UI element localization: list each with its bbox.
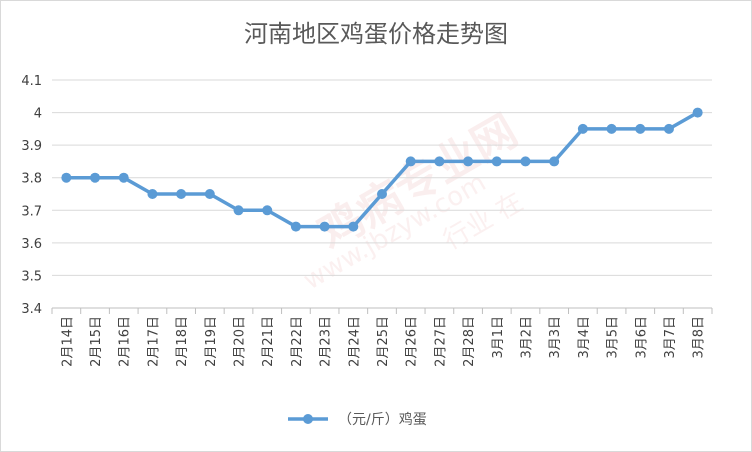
x-tick-label: 2月21日 [261, 316, 276, 367]
data-point [118, 172, 129, 183]
data-point [90, 172, 101, 183]
x-tick-label: 2月15日 [89, 316, 104, 367]
y-tick-label: 4.1 [21, 74, 42, 89]
data-point [319, 221, 330, 232]
x-tick-label: 3月6日 [634, 316, 649, 359]
x-tick-label: 3月3日 [548, 316, 563, 359]
watermark: 鸡病专业网 www.jbzyw.com 行业 在 [299, 105, 529, 296]
data-point [290, 221, 301, 232]
y-tick-label: 4 [34, 107, 42, 122]
y-tick-label: 3.6 [21, 237, 42, 252]
legend-marker-icon [303, 414, 313, 424]
data-point [434, 156, 445, 167]
x-tick-label: 2月20日 [233, 316, 248, 367]
data-point [491, 156, 502, 167]
x-tick-label: 3月4日 [577, 316, 592, 359]
data-point [577, 123, 588, 134]
y-tick-label: 3.4 [21, 302, 42, 317]
data-point [61, 172, 72, 183]
y-tick-label: 3.5 [21, 269, 42, 284]
data-point [635, 123, 646, 134]
x-tick-label: 2月22日 [290, 316, 305, 367]
x-tick-label: 3月2日 [519, 316, 534, 359]
x-tick-label: 3月1日 [491, 316, 506, 359]
data-point [377, 189, 387, 199]
watermark-main: 鸡病专业网 [310, 105, 526, 259]
y-axis-ticks: 3.4 3.5 3.6 3.7 3.8 3.9 4 4.1 [21, 74, 42, 317]
data-point [405, 156, 416, 167]
gridlines [52, 79, 712, 276]
x-tick-label: 3月5日 [606, 316, 621, 359]
y-tick-label: 3.7 [21, 204, 42, 219]
data-point [262, 205, 273, 216]
data-point [204, 189, 215, 199]
data-point [176, 189, 187, 199]
x-tick-label: 2月17日 [146, 316, 161, 367]
data-point [520, 156, 531, 167]
chart-title: 河南地区鸡蛋价格走势图 [244, 20, 508, 48]
x-tick-label: 2月16日 [118, 316, 133, 367]
data-point [606, 123, 617, 134]
x-tick-label: 2月18日 [175, 316, 190, 367]
y-tick-label: 3.8 [21, 172, 42, 187]
data-point [463, 156, 474, 167]
data-point [348, 221, 359, 232]
x-tick-label: 2月24日 [347, 316, 362, 367]
series-line-group [61, 107, 703, 232]
data-point [692, 107, 703, 118]
x-tick-label: 2月14日 [60, 316, 75, 367]
x-axis: 2月14日 2月15日 2月16日 2月17日 2月18日 2月19日 2月20日 2月21日… [51, 307, 713, 367]
x-tick-label: 2月25日 [376, 316, 391, 367]
x-tick-label: 3月7日 [663, 316, 678, 359]
data-point [233, 205, 244, 216]
x-tick-label: 2月26日 [405, 316, 420, 367]
x-tick-label: 2月27日 [433, 316, 448, 367]
x-tick-label: 2月28日 [462, 316, 477, 367]
x-tick-label: 2月19日 [204, 316, 219, 367]
x-tick-label: 3月8日 [692, 316, 707, 359]
data-point [549, 156, 560, 167]
legend: （元/斤）鸡蛋 [288, 411, 427, 428]
legend-label: （元/斤）鸡蛋 [338, 411, 427, 428]
data-point [147, 189, 158, 199]
x-tick-label: 2月23日 [319, 316, 334, 367]
data-point [663, 123, 674, 134]
y-tick-label: 3.9 [21, 139, 42, 154]
